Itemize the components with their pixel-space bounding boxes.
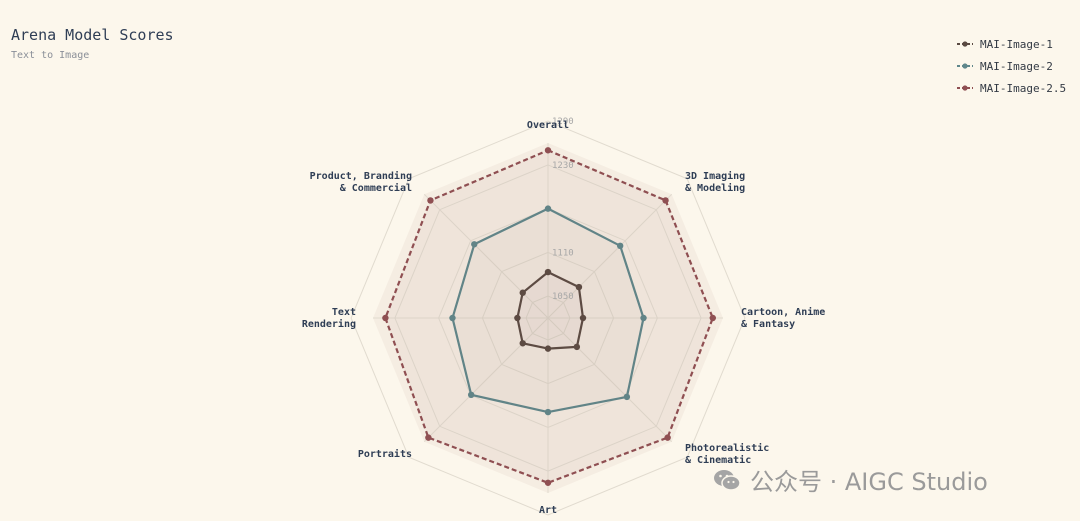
- grid-spoke-3: [547, 317, 673, 443]
- tick-label-1110: 1110: [552, 248, 574, 258]
- point-mai-image-2-2: [640, 314, 647, 322]
- point-mai-image-2-5-0: [544, 147, 552, 154]
- point-mai-image-2-4: [544, 408, 552, 416]
- axis-label-1-line-1: & Modeling: [685, 182, 745, 194]
- axis-label-7-line-1: & Commercial: [340, 182, 412, 194]
- point-mai-image-2-6: [449, 314, 456, 322]
- tick-label-1050: 1050: [552, 292, 574, 302]
- series-line-mai-image-2-5: [384, 149, 714, 484]
- axis-label-7-line-0: Product, Branding: [310, 170, 412, 182]
- axis-label-0: Overall: [527, 120, 569, 131]
- point-mai-image-1-6: [514, 314, 521, 322]
- point-mai-image-2-0: [544, 205, 552, 212]
- legend-swatch-mai-image-2: [957, 63, 973, 69]
- axis-label-7: Product, Branding & Commercial: [310, 170, 412, 194]
- point-mai-image-2-5-3: [664, 434, 671, 441]
- axis-label-4: Art: [539, 505, 557, 516]
- chart-title: Arena Model Scores: [11, 26, 174, 44]
- legend-label-mai-image-2: MAI-Image-2: [980, 59, 1053, 73]
- axis-label-6-line-1: Rendering: [302, 318, 356, 330]
- axis-label-1: 3D Imaging & Modeling: [685, 170, 745, 194]
- tick-label-1290: 1290: [552, 117, 574, 127]
- axis-label-2-line-0: Cartoon, Anime: [741, 306, 825, 318]
- legend-item-mai-image-1[interactable]: MAI-Image-1: [956, 33, 1066, 55]
- grid-ring-4: [350, 120, 746, 516]
- point-mai-image-1-1: [575, 283, 583, 291]
- legend-swatch-mai-image-2-5: [957, 85, 973, 91]
- axis-label-2-line-1: & Fantasy: [741, 319, 795, 330]
- tick-label-1230: 1230: [552, 161, 574, 171]
- axis-label-5: Portraits: [358, 448, 412, 460]
- point-mai-image-2-5-4: [544, 479, 552, 486]
- legend-label-mai-image-1: MAI-Image-1: [980, 37, 1053, 51]
- point-mai-image-2-5-5: [425, 434, 432, 441]
- axis-label-6-line-0: Text: [332, 307, 356, 318]
- grid-spoke-7: [423, 193, 549, 319]
- point-mai-image-2-7: [471, 241, 478, 248]
- point-mai-image-2-1: [616, 242, 624, 250]
- watermark-text: 公众号 · AIGC Studio: [750, 468, 988, 496]
- point-mai-image-2-5-6: [382, 314, 389, 322]
- point-mai-image-2-5-2: [709, 314, 716, 322]
- axis-label-1-line-0: 3D Imaging: [685, 170, 745, 182]
- point-mai-image-1-4: [544, 345, 552, 352]
- point-mai-image-2-5-1: [662, 197, 669, 204]
- point-mai-image-2-3: [623, 393, 631, 401]
- axis-label-2: Cartoon, Anime & Fantasy: [741, 306, 825, 330]
- axis-label-3-line-0: Photorealistic: [685, 442, 769, 454]
- legend-label-mai-image-2-5: MAI-Image-2.5: [980, 81, 1067, 95]
- point-mai-image-1-2: [579, 314, 587, 322]
- point-mai-image-2-5-7: [427, 197, 434, 204]
- legend-item-mai-image-2[interactable]: MAI-Image-2: [956, 55, 1066, 77]
- legend-swatch-mai-image-1: [957, 41, 973, 47]
- point-mai-image-1-5: [519, 340, 526, 347]
- legend-item-mai-image-2-5[interactable]: MAI-Image-2.5: [956, 77, 1066, 99]
- axis-label-4-line-0: Art: [539, 505, 557, 516]
- axis-label-3-line-1: & Cinematic: [685, 454, 751, 466]
- point-mai-image-1-7: [519, 289, 526, 296]
- chart-subtitle: Text to Image: [11, 50, 90, 61]
- wechat-icon: [714, 469, 741, 491]
- watermark: 公众号 · AIGC Studio: [712, 462, 988, 497]
- legend: MAI-Image-1 MAI-Image-2 MAI-Image-2.5: [956, 33, 1066, 99]
- grid-spoke-5: [423, 317, 549, 443]
- grid-spoke-1: [547, 193, 673, 319]
- axis-label-3: Photorealistic & Cinematic: [685, 442, 769, 466]
- point-mai-image-2-5: [467, 391, 475, 399]
- point-mai-image-1-0: [544, 268, 552, 276]
- axis-label-6: Text Rendering: [302, 307, 356, 330]
- point-mai-image-1-3: [573, 343, 581, 351]
- axis-label-5-line-0: Portraits: [358, 448, 412, 460]
- axis-label-0-line-0: Overall: [527, 120, 569, 131]
